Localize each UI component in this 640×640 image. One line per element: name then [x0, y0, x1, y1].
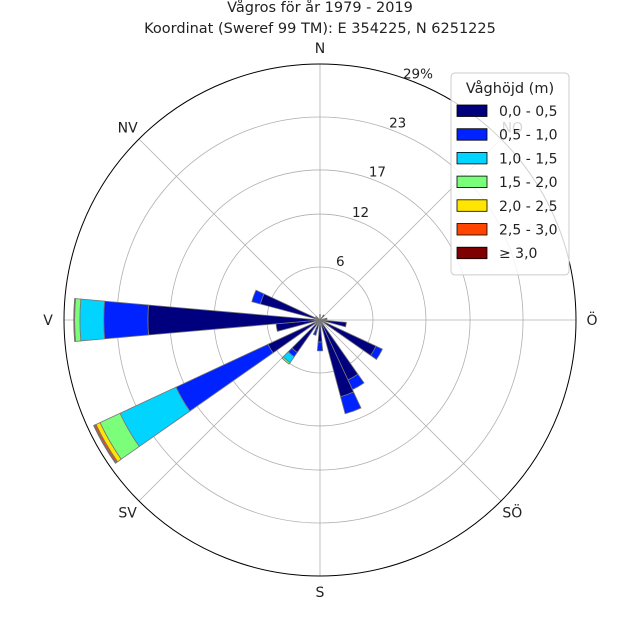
sector-bar-12-bin-1: [103, 300, 149, 340]
legend-swatch-0: [456, 104, 488, 117]
legend-label-3: 1,5 - 2,0: [499, 175, 557, 191]
sector-bar-12-bin-2: [79, 298, 105, 342]
legend-label-5: 2,5 - 3,0: [499, 223, 557, 239]
sector-bar-13-bin-1: [251, 289, 265, 305]
radial-tick-label-1: 12: [352, 205, 369, 221]
legend-label-0: 0,0 - 0,5: [499, 104, 557, 120]
radial-tick-label-4: 29%: [403, 66, 433, 82]
sector-bar-9-bin-3: [281, 356, 291, 365]
sector-bar-1-bin-0: [319, 314, 325, 321]
sector-bar-12-bin-6: [73, 298, 76, 342]
legend-label-1: 0,5 - 1,0: [499, 128, 557, 144]
direction-label-4: S: [316, 585, 325, 601]
chart-subtitle: Koordinat (Sweref 99 TM): E 354225, N 62…: [144, 21, 496, 37]
sector-bar-3-bin-0: [319, 319, 347, 328]
direction-label-2: Ö: [586, 311, 597, 329]
legend-swatch-1: [456, 128, 488, 141]
sector-bar-4-bin-1: [370, 345, 383, 361]
grid-spoke-3: [319, 319, 502, 502]
radial-tick-label-2: 17: [369, 164, 386, 180]
direction-label-3: SÖ: [502, 503, 522, 521]
legend-label-2: 1,0 - 1,5: [499, 151, 557, 167]
direction-label-6: V: [43, 313, 53, 329]
legend-label-4: 2,0 - 2,5: [499, 199, 557, 215]
legend-swatch-3: [456, 175, 488, 189]
sector-bars: [73, 289, 383, 464]
sector-bar-14-bin-0: [315, 315, 321, 321]
legend-swatch-6: [456, 246, 488, 260]
sector-bar-8-bin-1: [312, 329, 318, 336]
grid-spoke-7: [138, 138, 321, 321]
legend-label-6: ≥ 3,0: [499, 246, 537, 262]
chart-title: Vågros för år 1979 - 2019: [227, 0, 413, 16]
outer-circle: [63, 63, 577, 577]
sector-bar-6-bin-1: [340, 391, 362, 415]
direction-label-7: NV: [118, 121, 138, 137]
direction-label-0: N: [315, 41, 325, 57]
legend-swatch-4: [456, 199, 488, 212]
radial-tick-label-0: 6: [336, 254, 345, 270]
legend-swatch-2: [456, 151, 488, 165]
polar-outline: [63, 63, 577, 577]
legend-swatch-5: [456, 223, 488, 236]
radial-tick-label-3: 23: [389, 115, 406, 131]
sector-bar-0-bin-0: [319, 314, 321, 321]
sector-bar-7-bin-1: [316, 341, 324, 352]
legend-title: Våghöjd (m): [466, 80, 554, 97]
direction-label-5: SV: [118, 505, 137, 521]
sector-bar-2-bin-0: [319, 317, 328, 321]
legend: Våghöjd (m) 0,0 - 0,5 0,5 - 1,0 1,0 - 1,5 1,…: [450, 72, 570, 276]
sector-bar-12-bin-3: [74, 298, 82, 342]
sector-bar-10-bin-1: [175, 343, 274, 412]
sector-bar-10-bin-6: [93, 424, 117, 464]
